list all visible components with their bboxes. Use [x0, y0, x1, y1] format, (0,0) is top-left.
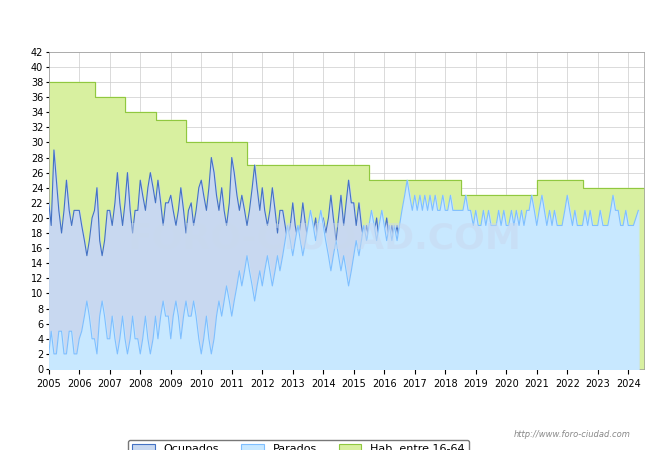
Text: http://www.foro-ciudad.com: http://www.foro-ciudad.com: [514, 430, 630, 439]
Text: FORO-CIUDAD.COM: FORO-CIUDAD.COM: [128, 221, 522, 256]
Text: Ezprogui - Evolucion de la poblacion en edad de Trabajar Mayo de 2024: Ezprogui - Evolucion de la poblacion en …: [49, 17, 601, 30]
Legend: Ocupados, Parados, Hab. entre 16-64: Ocupados, Parados, Hab. entre 16-64: [128, 440, 469, 450]
